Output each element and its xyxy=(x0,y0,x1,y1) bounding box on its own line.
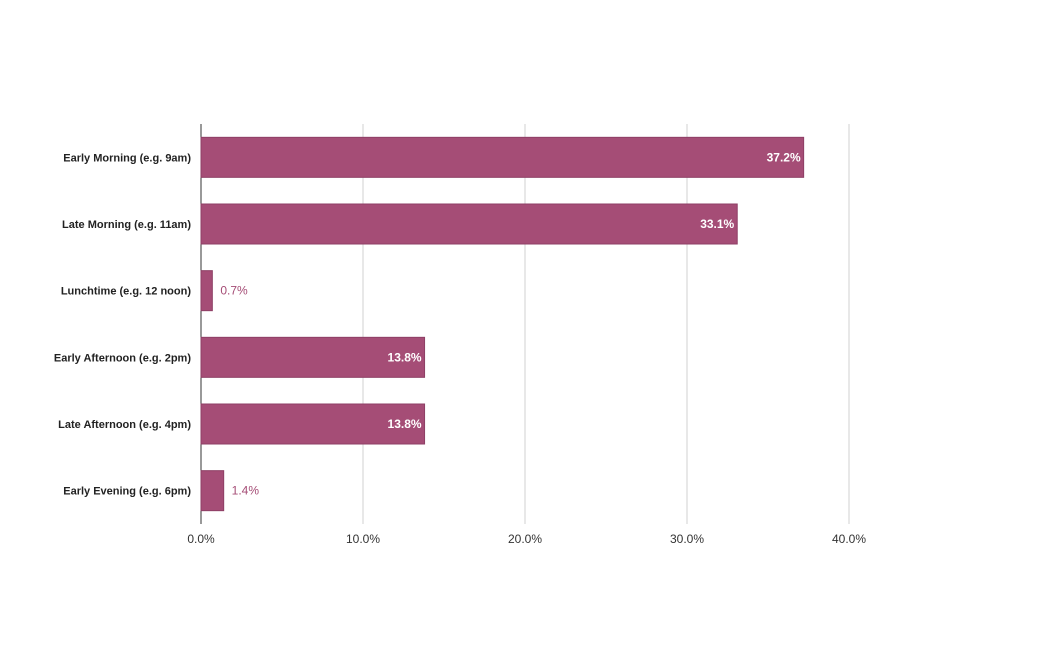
grid-lines xyxy=(200,124,850,524)
category-label: Lunchtime (e.g. 12 noon) xyxy=(61,286,192,298)
category-label: Early Morning (e.g. 9am) xyxy=(63,152,191,164)
category-label: Late Afternoon (e.g. 4pm) xyxy=(58,419,191,431)
bar xyxy=(200,470,225,512)
x-tick-label: 0.0% xyxy=(187,532,215,546)
bar xyxy=(200,203,738,245)
x-tick-label: 30.0% xyxy=(670,532,704,546)
data-label: 33.1% xyxy=(700,217,734,231)
data-label: 1.4% xyxy=(232,484,260,498)
bar xyxy=(200,270,213,312)
x-tick-label: 20.0% xyxy=(508,532,542,546)
data-label: 13.8% xyxy=(388,417,422,431)
data-label: 37.2% xyxy=(767,150,801,164)
x-axis-ticks: 0.0% 10.0% 20.0% 30.0% 40.0% xyxy=(187,532,866,546)
category-label: Early Evening (e.g. 6pm) xyxy=(63,486,191,498)
bar xyxy=(200,336,426,378)
x-tick-label: 40.0% xyxy=(832,532,866,546)
value-labels: 37.2% 33.1% 0.7% 13.8% 13.8% 1.4% xyxy=(220,150,801,497)
bar xyxy=(200,136,805,178)
bar xyxy=(200,403,426,445)
data-label: 13.8% xyxy=(388,350,422,364)
bars xyxy=(200,136,805,512)
data-label: 0.7% xyxy=(220,284,248,298)
category-labels: Early Morning (e.g. 9am) Late Morning (e.… xyxy=(54,152,191,497)
category-label: Early Afternoon (e.g. 2pm) xyxy=(54,352,191,364)
category-label: Late Morning (e.g. 11am) xyxy=(62,219,191,231)
x-tick-label: 10.0% xyxy=(346,532,380,546)
